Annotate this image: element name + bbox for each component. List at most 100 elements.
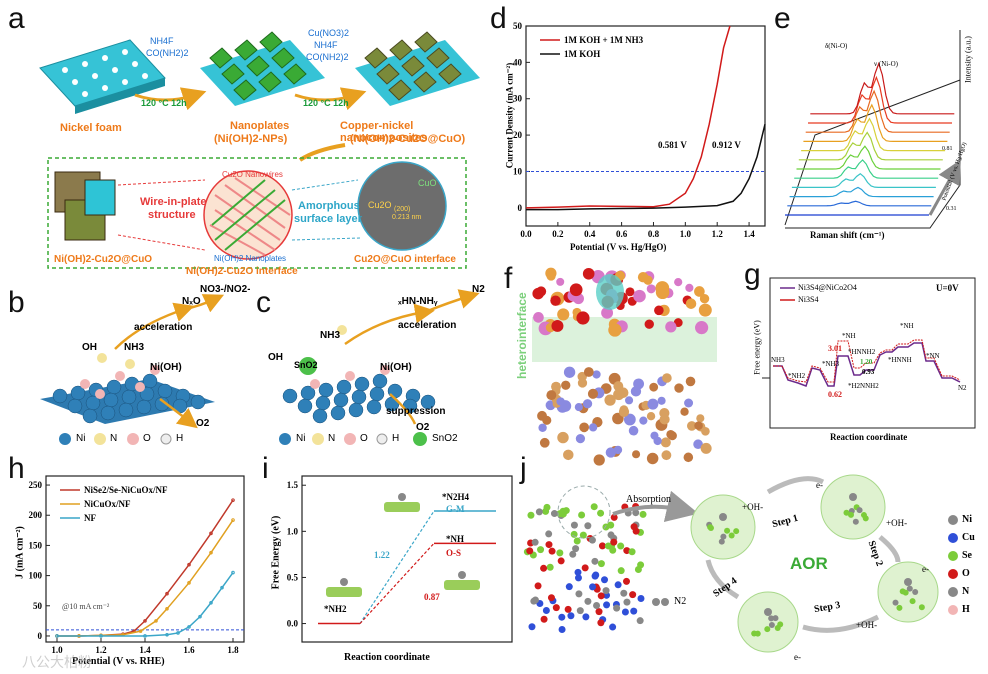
- panel-h: h 1.0 1.2 1.4 1.6 1.8 0 50 100 150 200 250 NiSe2/Se…: [0, 452, 250, 674]
- d-ann1: 0.581 V: [658, 140, 687, 150]
- g-xlabel: Reaction coordinate: [830, 432, 908, 442]
- atom: [655, 285, 670, 300]
- atom: [569, 283, 583, 297]
- atom: [538, 423, 547, 432]
- adsorbate-model: [384, 493, 420, 512]
- atom: [632, 450, 641, 459]
- atom: [603, 601, 611, 609]
- c-top-right: N2: [472, 284, 485, 295]
- raman-spectrum: [791, 172, 936, 188]
- stage1-label: Nickel foam: [60, 122, 122, 134]
- panel-e-graphic: [784, 30, 961, 229]
- stage3-line2: (Ni(OH)2-Cu2O@CuO): [350, 133, 466, 145]
- atom: [665, 321, 677, 333]
- y-tick-label: 10: [513, 166, 523, 176]
- g-val-2: 0.93: [862, 368, 875, 376]
- raman-spectrum: [801, 117, 946, 152]
- f-side-label: heterointerface: [515, 292, 529, 379]
- x-tick-label: 1.2: [712, 229, 724, 239]
- atom: [896, 604, 903, 611]
- wire-in-plate-line2: structure: [148, 209, 196, 221]
- atom: [589, 583, 597, 591]
- condition2: 120 °C 12h: [303, 98, 349, 108]
- atom: [852, 518, 859, 525]
- series-point: [187, 581, 191, 585]
- panel-a: a: [0, 0, 480, 280]
- atom: [540, 615, 548, 623]
- panel-f: f heterointerface: [502, 262, 737, 470]
- atom: [754, 630, 761, 637]
- atom: [569, 550, 577, 558]
- j-center: AOR: [790, 554, 828, 573]
- atom: [613, 604, 621, 612]
- j-legend-se: Se: [962, 550, 972, 561]
- panel-g-graphic: [762, 277, 976, 429]
- atom: [610, 513, 618, 521]
- atom: [597, 619, 605, 627]
- atom: [847, 511, 854, 518]
- g-legend-2: Ni3S4: [798, 295, 819, 304]
- j-oh-1: +OH-: [742, 502, 764, 512]
- y-tick-label: 20: [513, 130, 523, 140]
- atom: [618, 406, 630, 417]
- atom: [607, 531, 615, 539]
- e-ylabel: Intensity (a.u.): [963, 36, 973, 83]
- atom: [768, 622, 775, 629]
- atom: [593, 602, 601, 610]
- panel-c-graphic: [279, 289, 480, 446]
- b-oh: OH: [82, 342, 97, 353]
- atom: [623, 547, 631, 555]
- h-xlabel: Potential (V vs. RHE): [72, 656, 165, 667]
- c-sno2: SnO2: [294, 360, 318, 370]
- e-xlabel: Raman shift (cm⁻¹): [810, 230, 885, 240]
- atom: [574, 403, 583, 412]
- atom: [628, 425, 639, 436]
- atom: [582, 267, 595, 280]
- atom: [674, 278, 683, 287]
- atom: [633, 289, 646, 303]
- series-point: [143, 634, 147, 638]
- atom: [558, 626, 566, 634]
- atom: [764, 608, 772, 616]
- atom: [707, 524, 714, 531]
- atom: [557, 308, 570, 321]
- atom: [563, 366, 576, 378]
- atom: [535, 508, 543, 516]
- c-o2: O2: [416, 422, 430, 433]
- e-zbot: 0.31: [946, 206, 957, 212]
- y-tick-label: 1.5: [287, 480, 299, 490]
- atom: [573, 537, 581, 545]
- g-val-3: 0.62: [828, 390, 842, 399]
- panel-g: g Ni3S4@NiCo2O4 Ni3S4 U=0V Free energy (…: [740, 258, 988, 450]
- reagent2-line1: Cu(NO3)2: [308, 28, 350, 38]
- series-point: [187, 562, 191, 567]
- atom: [564, 605, 572, 613]
- series-point: [231, 498, 235, 502]
- b-top-left: NₓO: [182, 296, 201, 307]
- y-tick-label: 0.5: [287, 572, 299, 582]
- atom: [909, 598, 916, 605]
- raman-spectrum: [796, 145, 941, 170]
- series-point: [220, 585, 224, 590]
- j-e-2: e-: [922, 564, 929, 574]
- atom: [630, 386, 642, 397]
- atom: [551, 319, 564, 332]
- series-point: [231, 570, 235, 575]
- atom: [646, 452, 659, 465]
- plot-frame: [45, 475, 245, 643]
- atom: [613, 445, 623, 455]
- atom: [537, 546, 545, 554]
- atom: [588, 536, 596, 544]
- x-tick-label: 0.4: [584, 229, 596, 239]
- atom: [862, 515, 869, 522]
- reagent1-line2: CO(NH2)2: [146, 48, 189, 58]
- amorphous-line1: Amorphous: [298, 200, 360, 212]
- atom: [597, 509, 605, 517]
- atom: [584, 597, 592, 605]
- atom: [632, 527, 640, 535]
- atom: [698, 303, 712, 317]
- atom: [547, 594, 555, 602]
- atom: [902, 589, 909, 596]
- g-sp2: *NH2: [788, 372, 806, 380]
- c-legend-ni: Ni: [296, 433, 306, 444]
